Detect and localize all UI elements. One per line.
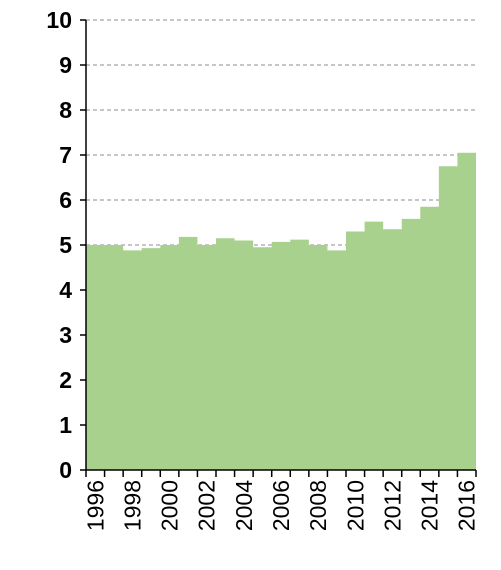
area-step-2013 bbox=[402, 219, 421, 470]
x-tick-label-2014: 2014 bbox=[417, 480, 443, 531]
area-step-2016 bbox=[457, 153, 476, 470]
area-step-2006 bbox=[272, 242, 291, 470]
area-step-2009 bbox=[327, 250, 346, 470]
area-step-2001 bbox=[179, 237, 198, 470]
area-step-2014 bbox=[420, 207, 439, 470]
y-tick-label-9: 9 bbox=[59, 52, 72, 78]
area-step-2002 bbox=[197, 245, 216, 470]
area-step-2004 bbox=[235, 241, 254, 471]
y-tick-labels: 0 1 2 3 4 5 6 7 8 9 10 bbox=[46, 7, 72, 483]
area-step-2010 bbox=[346, 232, 365, 471]
area-step-2008 bbox=[309, 245, 328, 470]
area-step-2007 bbox=[290, 240, 309, 470]
area-layer bbox=[86, 152, 476, 471]
area-step-2005 bbox=[253, 247, 272, 470]
area-step-2000 bbox=[160, 245, 179, 470]
y-tick-label-5: 5 bbox=[59, 232, 72, 258]
area-step-2011 bbox=[365, 222, 384, 470]
area-step-1998 bbox=[123, 250, 142, 470]
y-tick-label-4: 4 bbox=[59, 277, 72, 303]
y-tick-label-2: 2 bbox=[59, 367, 72, 393]
y-tick-label-6: 6 bbox=[59, 187, 72, 213]
y-tick-label-8: 8 bbox=[59, 97, 72, 123]
y-tick-label-3: 3 bbox=[59, 322, 72, 348]
y-tick-label-1: 1 bbox=[59, 412, 72, 438]
x-tick-label-2010: 2010 bbox=[342, 480, 368, 531]
x-tick-label-1998: 1998 bbox=[119, 480, 145, 531]
x-tick-label-1996: 1996 bbox=[82, 480, 108, 531]
area-series bbox=[86, 152, 476, 470]
x-tick-label-2016: 2016 bbox=[454, 480, 480, 531]
y-tick-label-10: 10 bbox=[46, 7, 72, 33]
x-tick-label-2008: 2008 bbox=[305, 480, 331, 531]
x-tick-label-2000: 2000 bbox=[157, 480, 183, 531]
area-step-1997 bbox=[105, 245, 124, 470]
area-step-2012 bbox=[383, 229, 402, 470]
area-step-2003 bbox=[216, 238, 235, 470]
x-tick-labels: 1996 1998 2000 2002 2004 2006 2008 2010 2012 2014… bbox=[82, 480, 479, 531]
axes bbox=[80, 19, 477, 477]
area-step-2015 bbox=[439, 166, 458, 470]
x-tick-label-2006: 2006 bbox=[268, 480, 294, 531]
x-tick-label-2012: 2012 bbox=[379, 480, 405, 531]
area-step-1996 bbox=[86, 245, 105, 470]
x-tick-label-2004: 2004 bbox=[231, 480, 257, 531]
y-tick-label-0: 0 bbox=[59, 457, 72, 483]
x-tick-label-2002: 2002 bbox=[194, 480, 220, 531]
area-step-1999 bbox=[142, 248, 161, 470]
y-tick-label-7: 7 bbox=[59, 142, 72, 168]
